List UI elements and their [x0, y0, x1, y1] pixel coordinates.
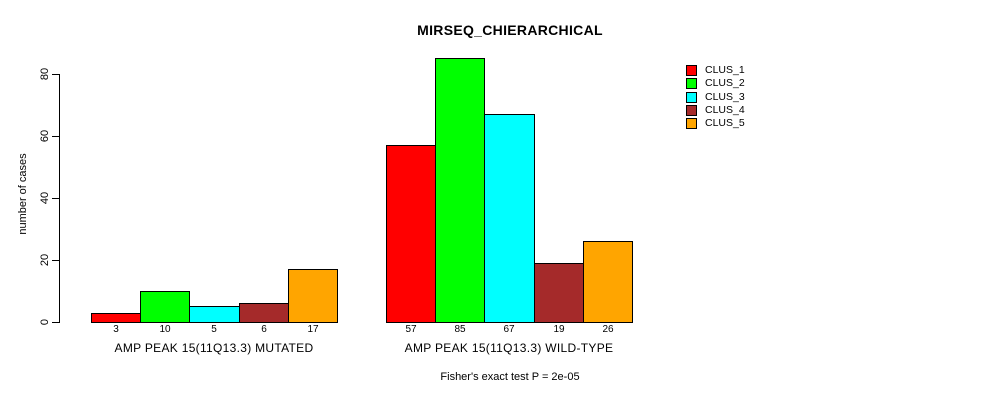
bar-value-label: 17	[307, 324, 319, 335]
legend-label: CLUS_5	[705, 117, 745, 129]
y-axis-tick-label: 80	[39, 67, 51, 81]
legend-item-clus_3: CLUS_3	[686, 92, 745, 103]
y-axis-tick-label: 20	[39, 253, 51, 267]
legend-color-swatch	[686, 118, 697, 129]
y-axis-tick-label: 0	[39, 318, 51, 326]
bar-value-label: 5	[211, 324, 217, 335]
legend-label: CLUS_4	[705, 104, 745, 116]
bar-clus_4-group1	[239, 303, 289, 323]
y-axis-tick	[52, 322, 59, 323]
legend-color-swatch	[686, 78, 697, 89]
y-axis-tick	[52, 136, 59, 137]
bar-value-label: 57	[405, 324, 417, 335]
y-axis-line	[59, 74, 60, 323]
bar-value-label: 67	[503, 324, 515, 335]
bar-clus_2-group1	[140, 291, 190, 323]
legend-color-swatch	[686, 92, 697, 103]
x-category-label: AMP PEAK 15(11Q13.3) WILD-TYPE	[404, 341, 614, 355]
bar-clus_5-group1	[288, 269, 338, 323]
legend-item-clus_2: CLUS_2	[686, 78, 745, 89]
bar-clus_5-group2	[583, 241, 633, 323]
y-axis-tick	[52, 260, 59, 261]
bar-clus_3-group1	[189, 306, 240, 323]
bar-clus_2-group2	[435, 58, 485, 323]
bar-clus_4-group2	[534, 263, 584, 323]
x-category-label: AMP PEAK 15(11Q13.3) MUTATED	[114, 341, 314, 355]
bar-value-label: 3	[113, 324, 119, 335]
legend-label: CLUS_3	[705, 91, 745, 103]
bar-clus_3-group2	[484, 114, 535, 323]
legend-color-swatch	[686, 65, 697, 76]
y-axis-tick	[52, 198, 59, 199]
bar-value-label: 26	[602, 324, 614, 335]
footnote: Fisher's exact test P = 2e-05	[440, 371, 580, 383]
legend-item-clus_1: CLUS_1	[686, 65, 745, 76]
chart-title: MIRSEQ_CHIERARCHICAL	[417, 22, 603, 38]
legend-label: CLUS_2	[705, 77, 745, 89]
bar-value-label: 6	[261, 324, 267, 335]
legend-label: CLUS_1	[705, 64, 745, 76]
y-axis-label: number of cases	[17, 153, 29, 235]
bar-clus_1-group2	[386, 145, 436, 323]
y-axis-tick-label: 60	[39, 129, 51, 143]
bar-value-label: 19	[553, 324, 565, 335]
legend-item-clus_5: CLUS_5	[686, 118, 745, 129]
legend-item-clus_4: CLUS_4	[686, 105, 745, 116]
bar-clus_1-group1	[91, 313, 141, 323]
bar-value-label: 85	[454, 324, 466, 335]
y-axis-tick-label: 40	[39, 191, 51, 205]
bar-value-label: 10	[159, 324, 171, 335]
y-axis-tick	[52, 74, 59, 75]
legend-color-swatch	[686, 105, 697, 116]
